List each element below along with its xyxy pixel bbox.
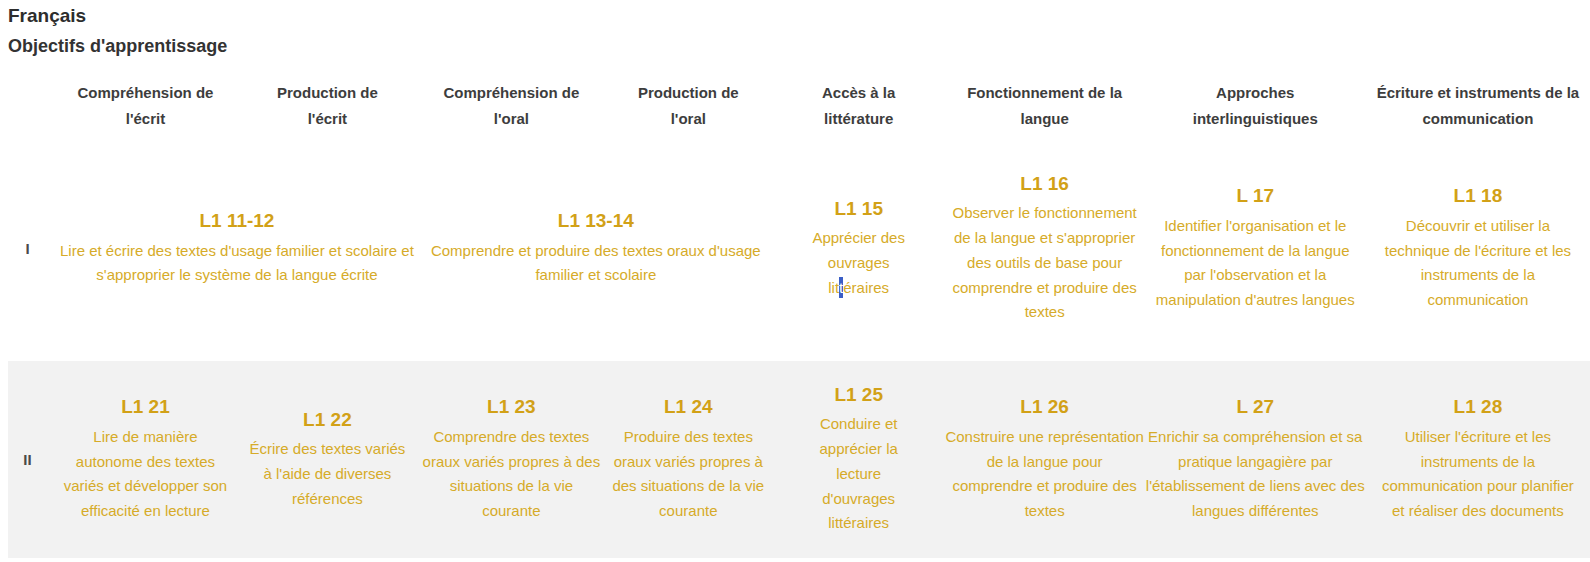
objective-description: Lire et écrire des textes d'usage famili…: [55, 239, 419, 289]
objective-l-27[interactable]: L 27 Enrichir sa compréhension et sa pra…: [1145, 395, 1366, 524]
objective-l1-25[interactable]: L1 25 Conduire et apprécier la lecture d…: [773, 383, 945, 536]
objective-code: L1 24: [664, 395, 713, 420]
objective-description: Construire une représentation de la lang…: [945, 425, 1145, 524]
objective-description: Identifier l'organisation et le fonction…: [1151, 214, 1359, 313]
objective-code: L1 15: [834, 197, 883, 222]
objective-description: Lire de manière autonome des textes vari…: [61, 425, 229, 524]
objectives-page: Français Objectifs d'apprentissage Compr…: [0, 0, 1590, 562]
column-header-production-ecrit: Production de l'écrit: [236, 80, 419, 131]
objective-code: L1 13-14: [558, 209, 634, 234]
column-header-comprehension-ecrit: Compréhension de l'écrit: [55, 80, 236, 131]
objective-l1-21[interactable]: L1 21 Lire de manière autonome des texte…: [55, 395, 236, 524]
objective-description: Enrichir sa compréhension et sa pratique…: [1145, 425, 1366, 524]
objective-description: Comprendre des textes oraux variés propr…: [419, 425, 604, 524]
objective-description: Utiliser l'écriture et les instruments d…: [1382, 425, 1574, 524]
objective-description: Produire des textes oraux variés propres…: [612, 425, 764, 524]
objective-description: Comprendre et produire des textes oraux …: [419, 239, 773, 289]
objective-l1-28[interactable]: L1 28 Utiliser l'écriture et les instrum…: [1366, 395, 1590, 524]
objective-code: L1 18: [1454, 184, 1503, 209]
column-header-comprehension-oral: Compréhension de l'oral: [419, 80, 604, 131]
column-header-acces-litterature: Accès à la littérature: [773, 80, 945, 131]
objective-l-17[interactable]: L 17 Identifier l'organisation et le fon…: [1145, 184, 1366, 313]
column-header-row: Compréhension de l'écrit Production de l…: [0, 70, 1590, 136]
column-header-production-oral: Production de l'oral: [604, 80, 773, 131]
objective-description: Écrire des textes variés à l'aide de div…: [248, 437, 406, 511]
row-label-cycle-2: II: [0, 451, 55, 468]
objective-l1-11-12[interactable]: L1 11-12 Lire et écrire des textes d'usa…: [55, 209, 419, 288]
objective-l1-15[interactable]: L1 15 Apprécier des ouvrages littéraires: [773, 197, 945, 301]
objective-l1-16[interactable]: L1 16 Observer le fonctionnement de la l…: [945, 172, 1145, 325]
objective-l1-18[interactable]: L1 18 Découvrir et utiliser la technique…: [1366, 184, 1590, 313]
objective-l1-23[interactable]: L1 23 Comprendre des textes oraux variés…: [419, 395, 604, 524]
column-header-fonctionnement-langue: Fonctionnement de la langue: [945, 80, 1145, 131]
objective-code: L1 16: [1020, 172, 1069, 197]
objective-code: L1 11-12: [199, 209, 274, 234]
objective-l1-26[interactable]: L1 26 Construire une représentation de l…: [945, 395, 1145, 524]
objective-description: Découvrir et utiliser la technique de l'…: [1382, 214, 1574, 313]
objective-code: L1 25: [834, 383, 883, 408]
column-header-ecriture-instruments: Écriture et instruments de la communicat…: [1366, 80, 1590, 131]
objective-description: Observer le fonctionnement de la langue …: [951, 201, 1139, 325]
objective-code: L1 22: [303, 408, 352, 433]
row-label-cycle-1: I: [0, 240, 55, 257]
objective-code: L1 26: [1020, 395, 1069, 420]
objective-l1-13-14[interactable]: L1 13-14 Comprendre et produire des text…: [419, 209, 773, 288]
cycle-row-2: II L1 21 Lire de manière autonome des te…: [0, 361, 1590, 558]
objective-description: Apprécier des ouvrages littéraires: [799, 226, 919, 300]
objective-l1-24[interactable]: L1 24 Produire des textes oraux variés p…: [604, 395, 773, 524]
page-subtitle: Objectifs d'apprentissage: [8, 35, 1590, 58]
objective-code: L1 21: [121, 395, 170, 420]
cycle-row-1: I L1 11-12 Lire et écrire des textes d'u…: [0, 136, 1590, 361]
objective-code: L 17: [1236, 184, 1274, 209]
text-after-selection: éraires: [843, 279, 889, 296]
objective-code: L1 28: [1454, 395, 1503, 420]
objective-code: L1 23: [487, 395, 536, 420]
page-header: Français Objectifs d'apprentissage: [0, 0, 1590, 70]
objective-l1-22[interactable]: L1 22 Écrire des textes variés à l'aide …: [236, 408, 419, 512]
page-title: Français: [8, 4, 1590, 28]
objective-description: Conduire et apprécier la lecture d'ouvra…: [800, 412, 918, 536]
objective-code: L 27: [1236, 395, 1274, 420]
column-header-approches-interlinguistiques: Approches interlinguistiques: [1145, 80, 1366, 131]
